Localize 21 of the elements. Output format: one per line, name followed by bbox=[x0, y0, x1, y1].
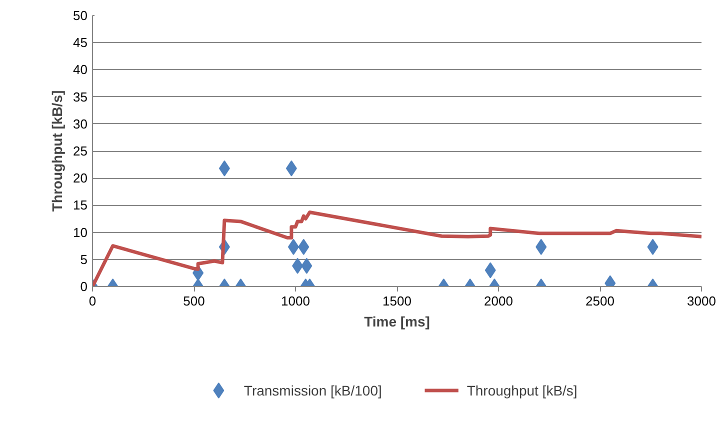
y-tick-label: 45 bbox=[73, 35, 88, 50]
y-tick-label: 5 bbox=[80, 252, 88, 267]
y-tick-label: 0 bbox=[80, 279, 88, 294]
y-tick-label: 50 bbox=[73, 8, 88, 23]
legend-label: Throughput [kB/s] bbox=[466, 382, 578, 398]
y-axis-title: Throughput [kB/s] bbox=[49, 90, 66, 212]
x-tick-label: 500 bbox=[183, 294, 205, 308]
x-tick-label: 2000 bbox=[484, 294, 513, 308]
y-tick-label: 25 bbox=[73, 144, 88, 158]
x-tick-label: 2500 bbox=[586, 294, 614, 308]
y-tick-label: 35 bbox=[73, 89, 88, 104]
y-tick-label: 15 bbox=[73, 198, 88, 213]
y-tick-label: 20 bbox=[73, 170, 88, 186]
legend-label: Transmission [kB/100] bbox=[244, 382, 382, 398]
y-tick-label: 10 bbox=[73, 224, 88, 240]
y-tick-label: 40 bbox=[73, 62, 88, 78]
x-axis-title: Time [ms] bbox=[364, 314, 430, 330]
x-tick-label: 1000 bbox=[281, 294, 310, 308]
y-tick-label: 30 bbox=[73, 116, 88, 132]
x-tick-label: 3000 bbox=[687, 294, 716, 308]
x-tick-label: 1500 bbox=[382, 294, 412, 308]
